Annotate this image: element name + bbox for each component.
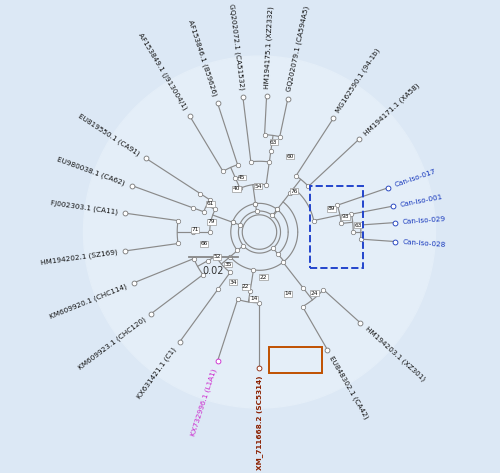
Text: AF153846.1 (B59626): AF153846.1 (B59626) xyxy=(188,19,218,96)
Circle shape xyxy=(80,52,440,412)
Text: GQ202079.1 (CA594A5): GQ202079.1 (CA594A5) xyxy=(286,6,310,92)
Text: 89: 89 xyxy=(328,206,336,211)
Text: HM194203.1 (XZ301): HM194203.1 (XZ301) xyxy=(364,325,426,383)
Text: 45: 45 xyxy=(238,175,246,180)
Text: 79: 79 xyxy=(208,219,216,224)
Text: 76: 76 xyxy=(290,189,298,193)
Text: 22: 22 xyxy=(260,274,267,280)
Text: EU819550.1 (CA91): EU819550.1 (CA91) xyxy=(78,112,141,157)
Text: Can-iso-017: Can-iso-017 xyxy=(394,168,437,188)
Text: HM194175.1 (XZ2332): HM194175.1 (XZ2332) xyxy=(264,6,274,89)
Text: KM609920.1 (CHC114): KM609920.1 (CHC114) xyxy=(48,283,128,320)
Text: 63: 63 xyxy=(270,140,278,145)
Text: KX631421.1 (C1): KX631421.1 (C1) xyxy=(136,346,178,400)
Text: EU848302.1 (CA42): EU848302.1 (CA42) xyxy=(328,355,370,420)
Text: Can-iso-001: Can-iso-001 xyxy=(400,193,444,208)
Text: 34: 34 xyxy=(229,280,236,285)
Text: 66: 66 xyxy=(200,241,207,246)
Text: KM609923.1 (CHC120): KM609923.1 (CHC120) xyxy=(77,316,147,371)
Text: 35: 35 xyxy=(224,262,232,267)
Text: FJ002303.1 (CA11): FJ002303.1 (CA11) xyxy=(50,200,118,215)
Text: 63: 63 xyxy=(354,223,362,228)
Text: 54: 54 xyxy=(254,184,262,189)
Text: 14: 14 xyxy=(250,296,258,301)
Text: 0.02: 0.02 xyxy=(203,266,224,277)
Text: 52: 52 xyxy=(214,254,221,259)
Text: HM194202.1 (SZ169): HM194202.1 (SZ169) xyxy=(40,249,118,266)
Text: AF153849.1 (J913004/1): AF153849.1 (J913004/1) xyxy=(137,31,188,111)
Circle shape xyxy=(84,56,436,408)
Text: GQ202072.1 (CA51532): GQ202072.1 (CA51532) xyxy=(228,3,245,90)
Text: XM_711668.2 (SC5314): XM_711668.2 (SC5314) xyxy=(256,376,263,470)
Text: Can-iso-029: Can-iso-029 xyxy=(402,216,446,225)
Text: Can-iso-028: Can-iso-028 xyxy=(402,239,446,248)
Text: KX732996.1 (L1A1): KX732996.1 (L1A1) xyxy=(190,368,218,437)
Text: 14: 14 xyxy=(284,291,292,296)
Text: 22: 22 xyxy=(242,284,250,289)
Text: 60: 60 xyxy=(286,154,294,159)
Text: 93: 93 xyxy=(342,214,349,219)
Text: HM194171.1 (XA58): HM194171.1 (XA58) xyxy=(362,82,420,137)
Text: MG162590.1 (94-1b): MG162590.1 (94-1b) xyxy=(335,47,382,114)
Text: EU980038.1 (CA62): EU980038.1 (CA62) xyxy=(56,156,126,186)
Text: 71: 71 xyxy=(192,228,199,232)
Text: 40: 40 xyxy=(232,186,240,191)
Text: 61: 61 xyxy=(207,201,214,206)
Text: 24: 24 xyxy=(311,291,318,296)
